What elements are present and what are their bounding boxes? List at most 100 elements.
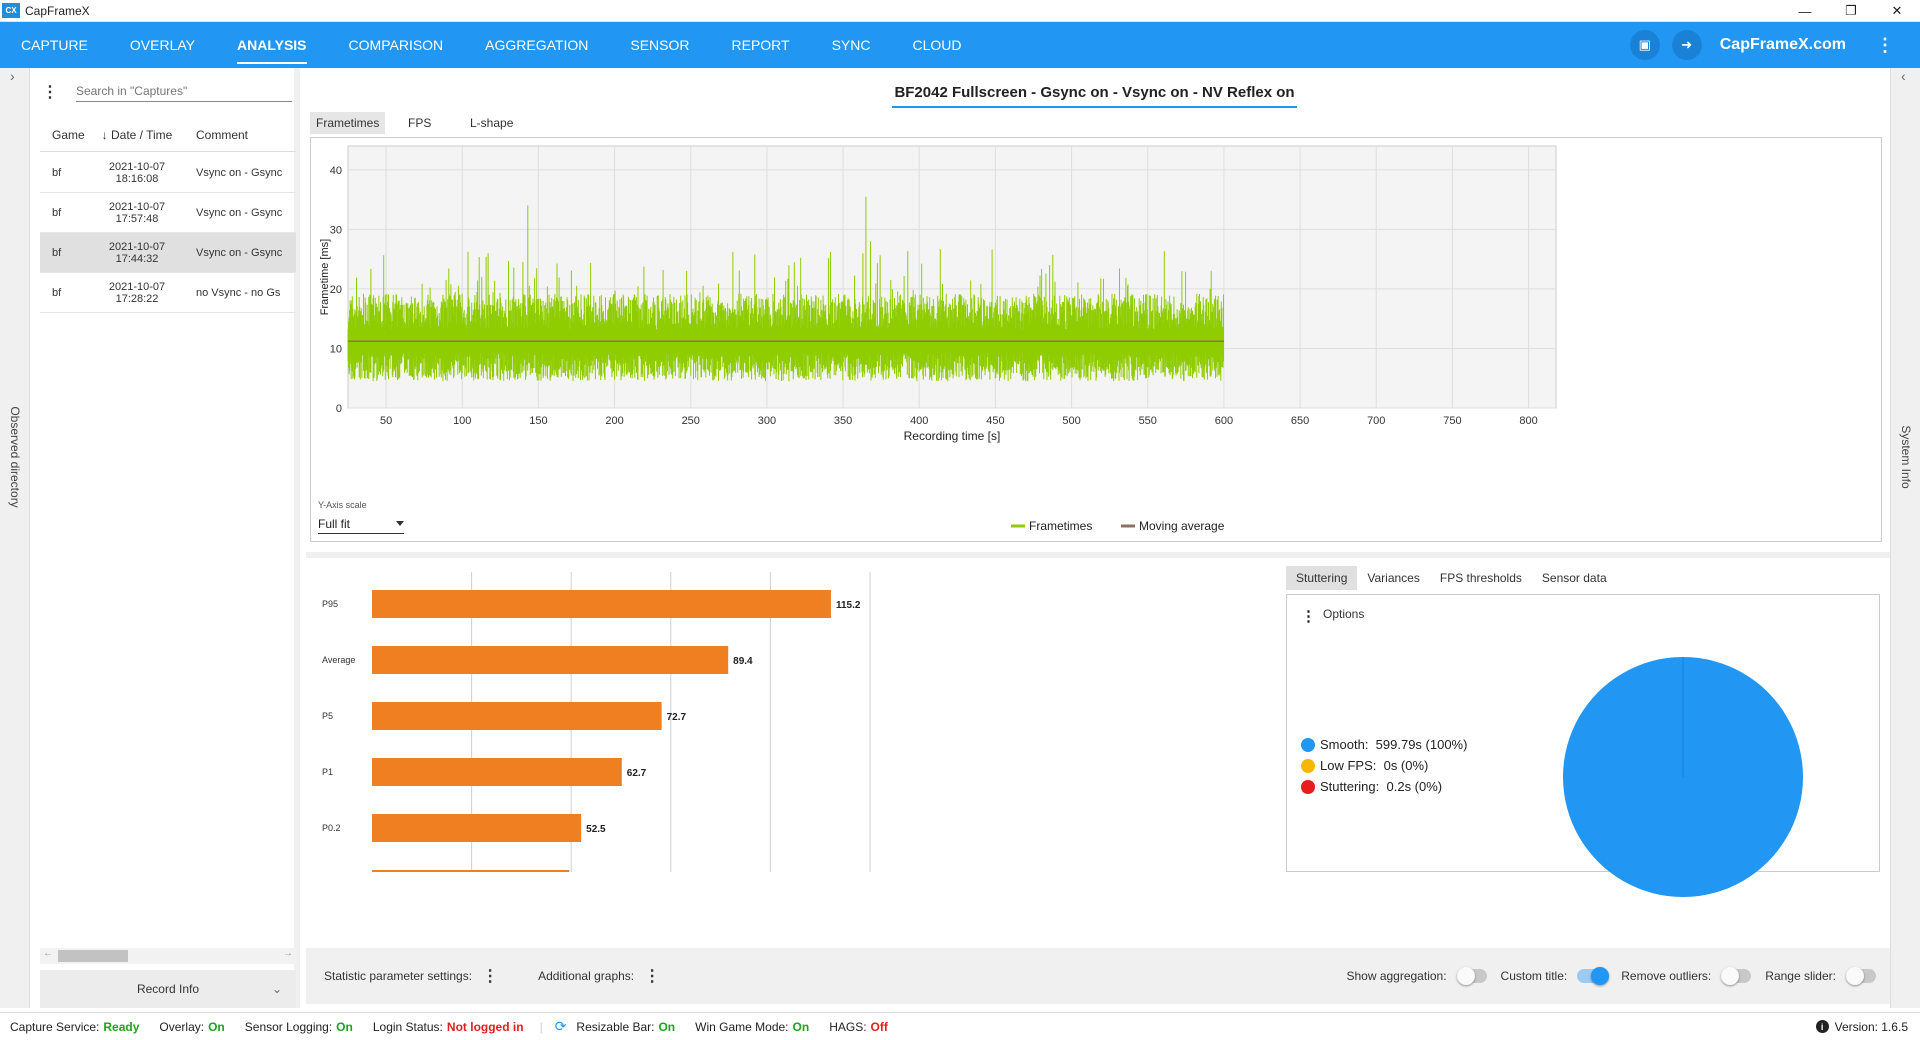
statistic-settings-menu-icon[interactable]: ⋮ [482, 968, 499, 985]
capture-time: 18:16:08 [115, 172, 159, 185]
system-info-strip[interactable]: ‹ System Info [1890, 68, 1920, 1008]
custom-title-input[interactable] [892, 78, 1297, 108]
tab-fps-thresholds[interactable]: FPS thresholds [1439, 571, 1522, 585]
tab-stuttering[interactable]: Stuttering [1286, 566, 1358, 590]
column-game[interactable]: Game [52, 127, 85, 142]
overlay-label: Overlay: [159, 1019, 205, 1034]
toggle-switch[interactable] [1577, 967, 1610, 985]
capture-datetime: 2021-10-07 17:44:32 [92, 241, 182, 265]
nav-tab-sensor[interactable]: SENSOR [630, 37, 690, 53]
tab-sensor-data[interactable]: Sensor data [1541, 571, 1607, 585]
bar-category-label: Average [322, 655, 355, 665]
nav-tab-sync[interactable]: SYNC [831, 37, 871, 53]
toggle-knob [1456, 967, 1475, 985]
restore-button[interactable]: ❐ [1845, 3, 1857, 18]
capture-game: bf [52, 206, 62, 219]
observed-directory-strip[interactable]: › Observed directory [0, 68, 30, 1008]
statistic-settings-label: Statistic parameter settings: [324, 969, 473, 983]
hags-label: HAGS: [829, 1019, 867, 1034]
x-tick-label: 500 [1062, 415, 1080, 427]
legend-value: 599.79s (100%) [1375, 737, 1468, 752]
x-tick-label: 550 [1139, 415, 1157, 427]
capture-comment: Vsync on - Gsync [196, 166, 283, 179]
nav-tab-analysis[interactable]: ANALYSIS [216, 22, 328, 68]
column-date[interactable]: ↓ Date / Time [92, 128, 182, 142]
x-tick-label: 400 [910, 415, 928, 427]
more-menu-icon[interactable]: ⋮ [1876, 34, 1894, 55]
x-tick-label: 800 [1519, 415, 1537, 427]
options-menu-icon[interactable]: ⋮ [1301, 608, 1316, 625]
sensor-logging-value: On [336, 1019, 353, 1034]
win-game-mode-label: Win Game Mode: [695, 1019, 789, 1034]
legend-item: Low FPS: 0s (0%) [1301, 758, 1428, 773]
bar-category-label: P1 [322, 767, 333, 777]
site-link[interactable]: CapFrameX.com [1719, 36, 1846, 53]
toggle-switch[interactable] [1721, 967, 1752, 985]
bar-value-label: 89.4 [733, 656, 753, 667]
expand-right-icon[interactable]: ‹ [1901, 68, 1906, 84]
login-status-value: Not logged in [446, 1019, 524, 1034]
tab-frametimes[interactable]: Frametimes [310, 112, 386, 134]
capture-comment: no Vsync - no Gs [196, 286, 281, 299]
close-button[interactable]: ✕ [1891, 3, 1903, 18]
capture-datetime: 2021-10-07 17:28:22 [92, 281, 182, 305]
capture-row[interactable]: bf 2021-10-07 18:16:08 Vsync on - Gsync [40, 153, 296, 193]
nav-tab-comparison[interactable]: COMPARISON [348, 37, 444, 53]
bar-category-label: P5 [322, 711, 333, 721]
nav-tab-report[interactable]: REPORT [731, 37, 790, 53]
x-tick-label: 700 [1367, 415, 1385, 427]
search-menu-icon[interactable]: ⋮ [42, 84, 58, 101]
nav-tabs: CAPTURE OVERLAY ANALYSIS COMPARISON AGGREGAT… [0, 22, 983, 68]
capture-time: 17:28:22 [115, 292, 159, 305]
nav-tab-aggregation[interactable]: AGGREGATION [485, 37, 589, 53]
stats-tabs: Stuttering Variances FPS thresholds Sens… [1286, 566, 1617, 590]
tab-fps[interactable]: FPS [408, 116, 432, 130]
yscale-dropdown[interactable]: Full fit [318, 514, 404, 534]
minimize-button[interactable]: — [1798, 3, 1812, 19]
column-comment[interactable]: Comment [196, 127, 249, 142]
screenshot-button[interactable]: ▣ [1629, 30, 1660, 60]
expand-left-icon[interactable]: › [10, 68, 15, 84]
record-info-expander[interactable]: Record Info ⌄ [40, 970, 296, 1008]
toggle-switch[interactable] [1846, 967, 1876, 985]
tab-variances[interactable]: Variances [1367, 571, 1420, 585]
bar-category-label: P95 [322, 599, 338, 609]
nav-tab-capture[interactable]: CAPTURE [21, 37, 88, 53]
panel-divider[interactable] [306, 552, 1890, 558]
horizontal-scrollbar[interactable]: ← → [40, 948, 296, 964]
additional-graphs-menu-icon[interactable]: ⋮ [644, 968, 661, 985]
sort-arrow-icon: ↓ [101, 127, 111, 142]
capture-comment: Vsync on - Gsync [196, 246, 283, 259]
legend-dot-icon [1301, 737, 1315, 752]
capture-row[interactable]: bf 2021-10-07 17:57:48 Vsync on - Gsync [40, 193, 296, 233]
x-tick-label: 600 [1215, 415, 1233, 427]
legend-dot-icon [1301, 758, 1315, 773]
hags-value: Off [870, 1019, 888, 1034]
y-axis-label: Frametime [ms] [319, 239, 331, 315]
capture-date: 2021-10-07 [108, 280, 166, 293]
tab-l-shape[interactable]: L-shape [470, 116, 514, 130]
scroll-left-icon[interactable]: ← [43, 948, 53, 959]
capture-date: 2021-10-07 [108, 160, 166, 173]
scrollbar-thumb[interactable] [58, 950, 128, 962]
login-button[interactable]: ➜ [1671, 30, 1702, 60]
x-tick-label: 750 [1443, 415, 1461, 427]
toggle-switch[interactable] [1456, 967, 1487, 985]
refresh-icon[interactable]: ⟳ [554, 1018, 567, 1034]
capture-row[interactable]: bf 2021-10-07 17:44:32 Vsync on - Gsync [40, 233, 296, 273]
nav-tab-cloud[interactable]: CLOUD [912, 37, 962, 53]
search-input[interactable] [76, 80, 292, 102]
toggle-label: Show aggregation: [1346, 969, 1447, 983]
legend-item: Stuttering: 0.2s (0%) [1301, 779, 1442, 794]
x-tick-label: 350 [834, 415, 852, 427]
x-tick-label: 100 [453, 415, 471, 427]
overlay-value: On [208, 1019, 225, 1034]
frametime-chart[interactable]: 50 100 150 200 250 300 350 400 450 500 550 600 650 70… [311, 138, 1883, 543]
legend-dot-icon [1301, 779, 1315, 794]
options-label[interactable]: Options [1323, 607, 1365, 621]
capture-row[interactable]: bf 2021-10-07 17:28:22 no Vsync - no Gs [40, 273, 296, 313]
scroll-right-icon[interactable]: → [283, 948, 293, 959]
nav-tab-overlay[interactable]: OVERLAY [129, 37, 196, 53]
win-game-mode-value: On [792, 1019, 810, 1034]
resizable-bar-label: Resizable Bar: [576, 1019, 655, 1034]
